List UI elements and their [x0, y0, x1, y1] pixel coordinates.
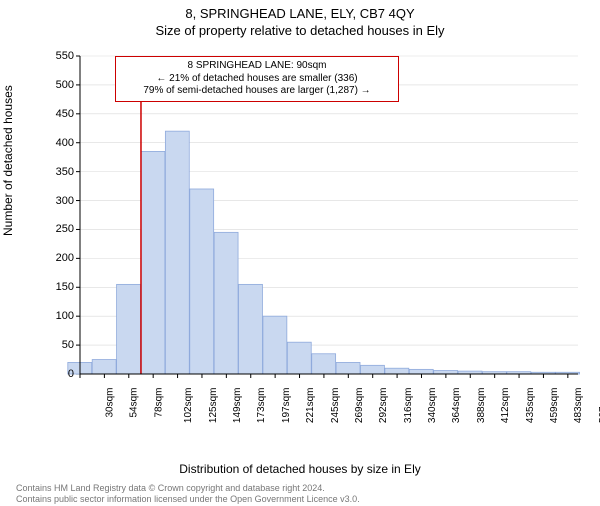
x-tick-label: 78sqm — [153, 388, 164, 418]
x-tick-label: 125sqm — [208, 388, 219, 424]
x-tick-label: 149sqm — [232, 388, 243, 424]
footer-attribution: Contains HM Land Registry data © Crown c… — [16, 483, 584, 504]
x-tick-label: 197sqm — [281, 388, 292, 424]
x-tick-label: 269sqm — [354, 388, 365, 424]
x-tick-label: 30sqm — [105, 388, 116, 418]
y-tick-label: 200 — [44, 252, 74, 264]
x-tick-label: 316sqm — [403, 388, 414, 424]
x-tick-label: 54sqm — [129, 388, 140, 418]
x-tick-label: 388sqm — [476, 388, 487, 424]
x-tick-label: 412sqm — [500, 388, 511, 424]
y-tick-label: 250 — [44, 223, 74, 235]
y-tick-label: 500 — [44, 79, 74, 91]
y-tick-label: 550 — [44, 50, 74, 62]
x-tick-label: 340sqm — [427, 388, 438, 424]
x-tick-label: 245sqm — [330, 388, 341, 424]
x-axis-label: Distribution of detached houses by size … — [0, 462, 600, 476]
x-tick-label: 435sqm — [525, 388, 536, 424]
y-tick-label: 0 — [44, 368, 74, 380]
x-tick-label: 292sqm — [378, 388, 389, 424]
x-tick-label: 102sqm — [183, 388, 194, 424]
y-tick-label: 150 — [44, 281, 74, 293]
y-axis-label: Number of detached houses — [1, 85, 15, 236]
annotation-line-2: ← 21% of detached houses are smaller (33… — [122, 73, 392, 86]
footer-line-2: Contains public sector information licen… — [16, 494, 584, 504]
footer-line-1: Contains HM Land Registry data © Crown c… — [16, 483, 584, 493]
annotation-line-3: 79% of semi-detached houses are larger (… — [122, 85, 392, 98]
y-tick-label: 450 — [44, 108, 74, 120]
chart-subtitle: Size of property relative to detached ho… — [0, 23, 600, 38]
y-tick-label: 350 — [44, 166, 74, 178]
x-tick-label: 221sqm — [305, 388, 316, 424]
y-tick-label: 300 — [44, 195, 74, 207]
x-tick-label: 459sqm — [549, 388, 560, 424]
annotation-box: 8 SPRINGHEAD LANE: 90sqm ← 21% of detach… — [115, 56, 399, 102]
y-tick-label: 400 — [44, 137, 74, 149]
y-tick-label: 50 — [44, 339, 74, 351]
y-tick-label: 100 — [44, 310, 74, 322]
x-tick-label: 364sqm — [452, 388, 463, 424]
annotation-line-1: 8 SPRINGHEAD LANE: 90sqm — [122, 60, 392, 73]
x-tick-label: 173sqm — [256, 388, 267, 424]
plot-area — [60, 52, 580, 422]
chart-title: 8, SPRINGHEAD LANE, ELY, CB7 4QY — [0, 6, 600, 21]
x-tick-label: 483sqm — [574, 388, 585, 424]
